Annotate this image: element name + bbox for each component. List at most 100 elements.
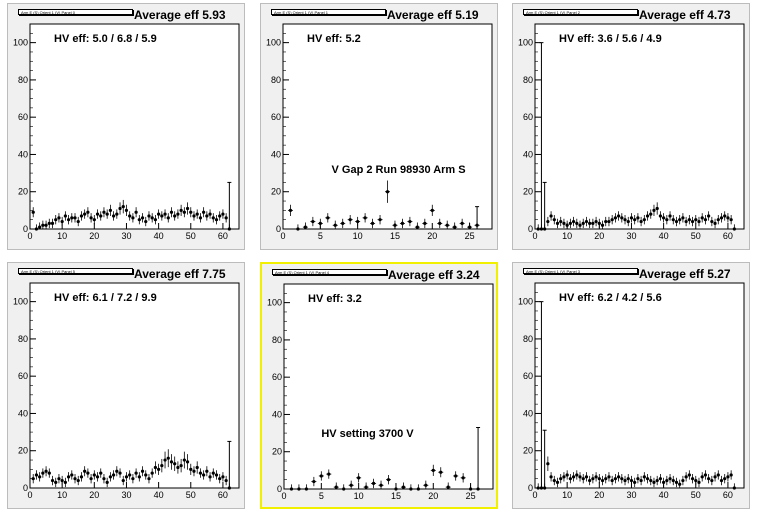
data-point [318, 221, 322, 226]
x-tick-label: 10 [354, 491, 364, 501]
data-point [665, 478, 669, 483]
data-point [326, 216, 330, 220]
data-point [594, 475, 598, 479]
data-point [198, 216, 203, 220]
histogram-panel-5[interactable]: Arm E (S) Orient 1 (V) Panel 3 Average e… [512, 262, 750, 509]
data-point [723, 214, 727, 218]
y-tick-label: 20 [523, 446, 533, 456]
data-point [73, 477, 77, 481]
x-tick-label: 60 [218, 490, 228, 500]
data-point [108, 475, 112, 479]
y-tick-label: 20 [271, 187, 281, 197]
plot-frame [29, 282, 240, 489]
histogram-panel-2[interactable]: Arm E (S) Orient 1 (V) Panel 2 Average e… [512, 3, 750, 250]
y-tick-label: 100 [267, 298, 282, 308]
data-point [687, 218, 691, 222]
y-tick-label: 60 [18, 371, 28, 381]
x-tick-label: 20 [594, 490, 604, 500]
histogram-panel-0[interactable]: Arm E (S) Orient 1 (V) Panel 0 Average e… [7, 3, 245, 250]
data-point [192, 469, 196, 473]
data-point [613, 216, 617, 220]
average-eff-label: Average eff 4.73 [639, 8, 731, 22]
data-point [289, 487, 294, 491]
data-point [726, 216, 730, 220]
data-point [176, 465, 180, 470]
x-tick-label: 10 [562, 231, 572, 241]
y-tick-label: 100 [266, 38, 281, 48]
data-point [79, 475, 84, 479]
data-point [105, 212, 109, 216]
data-point [99, 471, 103, 475]
data-point [112, 473, 116, 477]
x-tick-label: 50 [186, 231, 196, 241]
hv-eff-label: HV eff: 3.6 / 5.6 / 4.9 [559, 33, 662, 45]
data-point [86, 210, 90, 214]
data-point [431, 468, 435, 472]
data-point [54, 480, 58, 485]
data-point [549, 214, 553, 218]
average-eff-label: Average eff 5.27 [639, 267, 731, 281]
data-point [430, 208, 434, 212]
histogram-panel-1[interactable]: Arm E (S) Orient 1 (V) Panel 1 Average e… [260, 3, 498, 250]
data-point [34, 227, 39, 231]
data-point [166, 216, 170, 220]
data-point [357, 476, 361, 480]
data-point [571, 219, 576, 224]
data-point [297, 487, 301, 491]
y-tick-label: 0 [276, 224, 281, 234]
data-point [703, 473, 708, 477]
data-point [642, 218, 646, 222]
hv-eff-label: HV eff: 5.0 / 6.8 / 5.9 [54, 33, 157, 45]
data-point [333, 223, 337, 227]
data-point [633, 218, 637, 222]
data-point [671, 218, 675, 222]
y-tick-label: 60 [523, 112, 533, 122]
y-tick-label: 40 [523, 408, 533, 418]
data-point [697, 219, 701, 224]
plot-frame [534, 23, 745, 230]
data-point [645, 214, 650, 218]
data-point [454, 474, 458, 478]
data-point [73, 216, 77, 220]
data-point [445, 223, 449, 227]
data-point [684, 219, 688, 224]
histogram-panel-3[interactable]: Arm E (S) Orient 1 (V) Panel 5 Average e… [7, 262, 245, 509]
data-point [607, 475, 611, 479]
data-point [729, 473, 733, 477]
data-point [378, 218, 382, 222]
data-point [726, 475, 730, 479]
data-point [690, 477, 695, 481]
data-point [202, 210, 206, 214]
data-point [662, 216, 666, 220]
data-point [163, 458, 167, 462]
data-point [597, 221, 601, 226]
data-point [546, 219, 550, 224]
data-point [348, 218, 352, 222]
data-point [224, 216, 228, 220]
x-tick-label: 20 [89, 231, 99, 241]
average-eff-label: Average eff 3.24 [388, 268, 480, 282]
data-point [620, 216, 624, 220]
histogram-panel-4[interactable]: Arm E (S) Orient 1 (V) Panel 4 Average e… [260, 262, 498, 509]
data-point [356, 219, 360, 224]
x-tick-label: 10 [562, 490, 572, 500]
data-point [195, 465, 199, 470]
data-point [303, 225, 307, 229]
x-tick-label: 15 [391, 491, 401, 501]
data-point [63, 480, 67, 485]
data-point [694, 218, 698, 222]
data-point [461, 476, 465, 480]
x-tick-label: 60 [218, 231, 228, 241]
y-tick-label: 40 [18, 149, 28, 159]
data-point [160, 214, 164, 218]
y-tick-label: 0 [23, 483, 28, 493]
x-tick-label: 60 [723, 231, 733, 241]
data-point [83, 212, 87, 216]
data-point [400, 221, 405, 226]
data-point [95, 475, 100, 479]
panel-title-tab: Arm E (S) Orient 1 (V) Panel 5 [18, 268, 133, 274]
data-point [555, 221, 560, 226]
data-point [179, 464, 183, 468]
data-point [439, 470, 443, 474]
y-tick-label: 100 [13, 297, 28, 307]
